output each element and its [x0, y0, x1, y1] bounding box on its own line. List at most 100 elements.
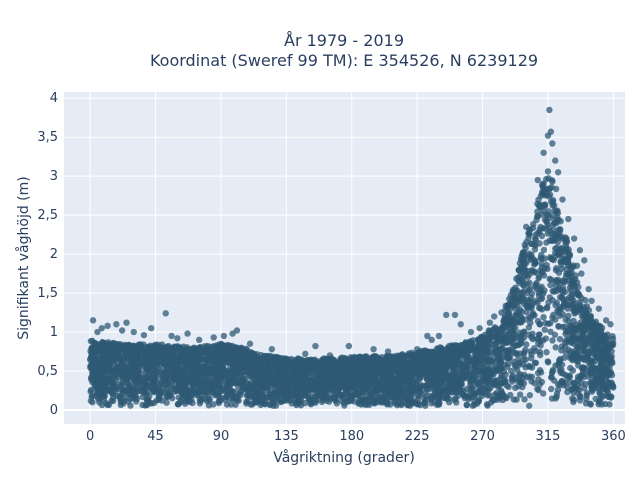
data-point	[582, 400, 590, 407]
data-point	[536, 351, 544, 359]
data-point	[121, 397, 128, 404]
data-point	[508, 321, 516, 328]
data-point	[449, 372, 456, 379]
data-point	[150, 380, 157, 388]
data-point	[603, 336, 611, 343]
data-point	[479, 360, 486, 368]
data-point	[471, 391, 479, 399]
data-point	[380, 372, 387, 379]
data-point	[117, 356, 125, 363]
data-point	[547, 328, 554, 335]
data-point	[531, 257, 539, 264]
data-point	[153, 397, 161, 404]
data-point	[390, 361, 397, 368]
data-point	[573, 350, 580, 358]
chart-title-line1: År 1979 - 2019	[284, 31, 404, 50]
data-point	[271, 394, 279, 401]
data-point	[196, 344, 204, 351]
data-point	[309, 371, 316, 378]
data-point	[411, 384, 419, 391]
data-point	[109, 375, 116, 382]
data-point	[529, 330, 536, 338]
data-point	[558, 265, 565, 273]
data-point	[484, 350, 492, 357]
data-point	[573, 289, 580, 296]
data-point	[278, 398, 286, 405]
data-point	[333, 400, 341, 407]
data-point	[540, 246, 548, 254]
data-point	[567, 348, 575, 355]
data-point	[477, 387, 484, 395]
data-point	[602, 392, 610, 399]
data-point	[535, 376, 542, 383]
data-point	[489, 396, 497, 404]
data-point	[188, 396, 195, 403]
data-point	[89, 337, 96, 345]
data-point	[496, 337, 503, 344]
data-point	[548, 237, 555, 245]
data-point	[523, 308, 530, 316]
data-point	[544, 359, 552, 366]
data-point	[529, 309, 537, 317]
data-point	[317, 359, 324, 366]
data-point	[347, 397, 355, 405]
data-point	[171, 385, 179, 392]
data-point	[435, 370, 443, 377]
data-point	[87, 397, 95, 405]
data-point	[544, 168, 552, 175]
data-point	[393, 394, 400, 401]
data-point	[578, 322, 585, 329]
data-point	[555, 216, 562, 224]
data-point	[527, 240, 535, 247]
data-point	[222, 350, 229, 357]
data-point	[517, 339, 524, 346]
data-point	[149, 344, 156, 352]
data-point	[97, 340, 104, 348]
data-point	[386, 393, 394, 401]
data-point	[222, 393, 230, 401]
data-point	[528, 351, 535, 358]
data-point	[537, 203, 545, 210]
data-point	[405, 370, 412, 378]
data-point	[549, 337, 556, 344]
data-point	[396, 384, 404, 391]
data-point	[544, 212, 551, 219]
data-point	[501, 334, 508, 342]
data-point	[283, 387, 291, 395]
data-point	[260, 368, 268, 376]
data-point	[587, 312, 594, 320]
data-point	[414, 400, 422, 408]
data-point	[521, 396, 528, 403]
data-point	[282, 377, 290, 385]
data-point	[446, 345, 453, 353]
data-point	[153, 344, 161, 352]
data-point	[537, 342, 544, 349]
data-point	[582, 297, 589, 304]
data-point	[556, 335, 564, 343]
data-point	[140, 389, 148, 397]
data-point	[552, 266, 560, 274]
data-point	[320, 379, 328, 386]
data-point	[571, 282, 578, 290]
data-point	[280, 391, 287, 399]
data-point	[330, 394, 338, 401]
data-point	[547, 281, 554, 289]
data-point	[501, 378, 509, 386]
data-point	[598, 348, 605, 355]
data-point	[430, 349, 437, 356]
data-point	[515, 356, 522, 363]
data-point	[536, 273, 543, 281]
data-point	[453, 352, 461, 360]
data-point	[87, 388, 94, 395]
data-point	[572, 272, 579, 279]
data-point	[325, 375, 332, 382]
data-point	[364, 385, 372, 392]
data-point	[91, 348, 99, 355]
data-point	[510, 302, 517, 309]
data-point	[127, 402, 134, 409]
data-point	[532, 283, 539, 290]
data-point	[490, 330, 498, 337]
data-point	[522, 271, 530, 279]
data-point	[123, 376, 130, 384]
